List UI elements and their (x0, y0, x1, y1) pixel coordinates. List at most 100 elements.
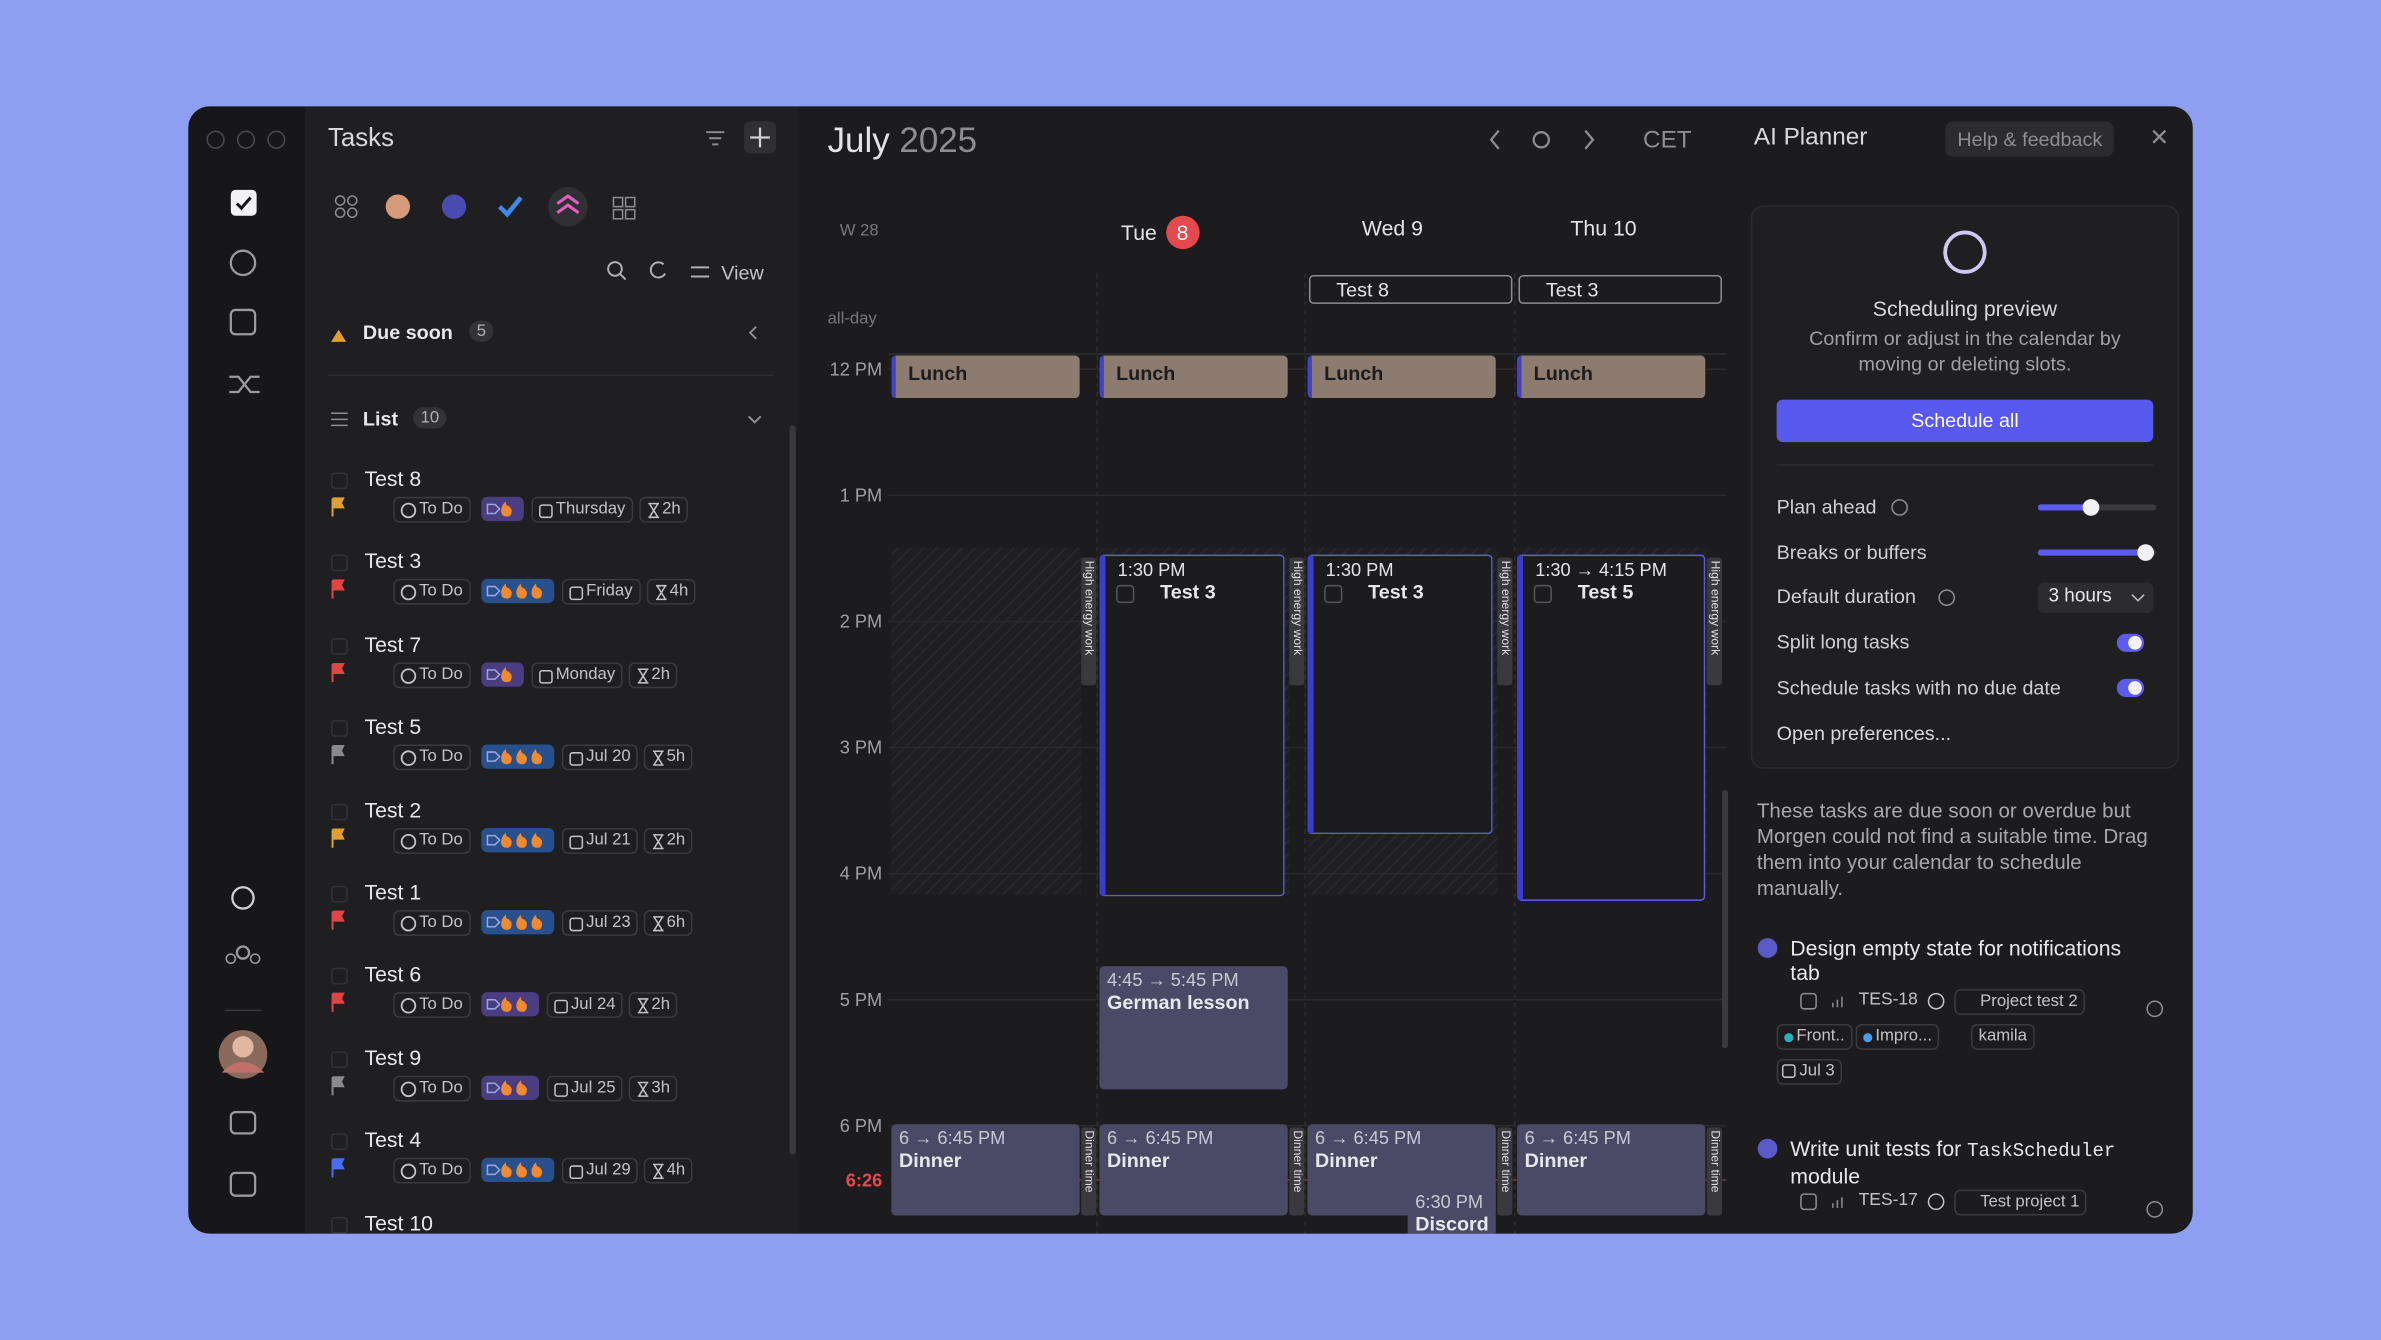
calendar-event[interactable]: 6 → 6:45 PM Dinner (1516, 1124, 1706, 1216)
task-duration-chip: 4h (646, 579, 696, 606)
task-name[interactable]: Test 3 (364, 549, 422, 574)
flame (516, 1162, 527, 1178)
priority-flames (486, 914, 543, 930)
list-label[interactable]: List (362, 407, 399, 430)
setting-label: Plan ahead (1776, 495, 1877, 519)
timezone[interactable]: CET (1643, 127, 1692, 154)
calendar-event[interactable]: 1:30 → 4:15 PM Test 5 (1516, 554, 1706, 901)
help-button[interactable]: Help & feedback (1945, 121, 2115, 157)
all-day-event[interactable]: Test 3 (1518, 274, 1722, 304)
event-title: Lunch (1324, 361, 1384, 385)
flame (501, 831, 512, 848)
task-status: To Do (419, 582, 463, 601)
task-duration: 4h (666, 1161, 686, 1180)
task-status: To Do (419, 499, 463, 519)
day-date: 9 (1411, 215, 1424, 241)
hour-label: 4 PM (839, 862, 883, 885)
day-name: Wed (1361, 215, 1406, 241)
item-project: Project test 2 (1954, 989, 2086, 1015)
calendar-event[interactable]: Lunch (1307, 355, 1496, 399)
flame (516, 997, 527, 1013)
time-block-label: High energy work (1706, 557, 1722, 686)
event-title: Dinner (1315, 1148, 1378, 1172)
all-day-event[interactable]: Test 8 (1308, 274, 1513, 304)
task-due: Thursday (555, 499, 626, 519)
item-tag: Front.. (1776, 1024, 1853, 1050)
item-title: Design empty state for notifications tab (1790, 936, 2147, 985)
item-id: TES-18 (1858, 990, 1918, 1009)
task-due: Jul 23 (586, 913, 631, 932)
task-name[interactable]: Test 2 (364, 797, 422, 822)
task-name[interactable]: Test 10 (364, 1210, 433, 1234)
planner-controls (1757, 499, 2164, 1218)
day-name: Tue (1121, 220, 1157, 245)
day-header: Tue 8 (1069, 215, 1251, 250)
task-name[interactable]: Test 9 (364, 1044, 422, 1070)
calendar-event[interactable]: 4:45 → 5:45 PM German lesson (1099, 966, 1288, 1090)
status-circle (400, 502, 417, 519)
calendar-event[interactable]: Lunch (1516, 355, 1706, 399)
tasks-title: Tasks (327, 123, 395, 152)
flame (516, 914, 527, 930)
task-duration: 2h (651, 665, 671, 684)
hour-label: 2 PM (839, 610, 883, 633)
default-duration-value[interactable]: 3 hours (2048, 585, 2112, 607)
planner-title: AI Planner (1753, 124, 1868, 151)
calendar-event[interactable]: Lunch (1099, 355, 1288, 399)
event-title: Dinner (1524, 1148, 1588, 1172)
task-icons (331, 1133, 348, 1178)
year: 2025 (899, 120, 978, 160)
task-duration: 2h (662, 499, 681, 519)
hourglass-icon (652, 1164, 664, 1180)
task-name[interactable]: Test 7 (364, 631, 422, 657)
task-status-chip: To Do (393, 910, 471, 936)
task-checkbox (1533, 584, 1552, 604)
task-status: To Do (419, 747, 463, 767)
time-block-label: High energy work (1497, 557, 1513, 686)
calendar-icon (554, 1082, 568, 1097)
calendar-event[interactable]: 6:30 PM Discord (1407, 1188, 1496, 1234)
hourglass-icon (652, 833, 664, 849)
status-circle (400, 833, 417, 849)
task-name[interactable]: Test 8 (364, 466, 422, 491)
task-name[interactable]: Test 6 (364, 962, 422, 987)
calendar-icon (569, 1165, 584, 1180)
event-title: Lunch (908, 361, 968, 385)
task-name[interactable]: Test 1 (364, 879, 422, 904)
item-project: Test project 1 (1954, 1189, 2088, 1216)
flame (516, 1079, 527, 1096)
task-name[interactable]: Test 4 (364, 1127, 422, 1152)
time-block-label: Dinner time (1497, 1127, 1513, 1216)
flame (531, 914, 543, 930)
time-block-label: Dinner time (1706, 1127, 1722, 1216)
day-date: 10 (1612, 215, 1637, 241)
event-title: Lunch (1533, 361, 1593, 385)
item-title-part: Write unit tests for (1790, 1136, 1962, 1161)
event-time: 6:30 PM (1415, 1191, 1484, 1213)
priority-flames (486, 501, 512, 517)
time-block-label: Dinner time (1081, 1127, 1097, 1216)
calendar-event[interactable]: 6 → 6:45 PM Dinner (1099, 1124, 1288, 1216)
due-soon-label[interactable]: Due soon (362, 320, 453, 344)
task-name[interactable]: Test 5 (364, 714, 422, 739)
task-due-chip: Friday (561, 579, 641, 606)
task-icons (331, 803, 348, 848)
task-duration-chip: 2h (628, 662, 678, 688)
calendar-event[interactable]: 1:30 PM Test 3 (1307, 554, 1493, 835)
status-circle (400, 585, 417, 601)
task-duration-chip: 6h (643, 910, 693, 936)
item-id: TES-17 (1858, 1191, 1918, 1210)
open-preferences[interactable]: Open preferences... (1776, 721, 1952, 745)
calendar-event[interactable]: Lunch (891, 355, 1080, 399)
calendar-event[interactable]: 6 → 6:45 PM Dinner (891, 1124, 1080, 1216)
setting-label: Default duration (1776, 585, 1917, 609)
task-priority-chip (481, 827, 555, 852)
task-icons (331, 968, 348, 1013)
priority-flames (486, 584, 543, 600)
schedule-all-button[interactable]: Schedule all (1911, 408, 2019, 432)
view-button[interactable]: View (721, 261, 764, 285)
calendar-event[interactable]: 1:30 PM Test 3 (1099, 554, 1285, 897)
priority-flames (486, 666, 512, 682)
day-header: Fri 11 (1723, 216, 1731, 240)
